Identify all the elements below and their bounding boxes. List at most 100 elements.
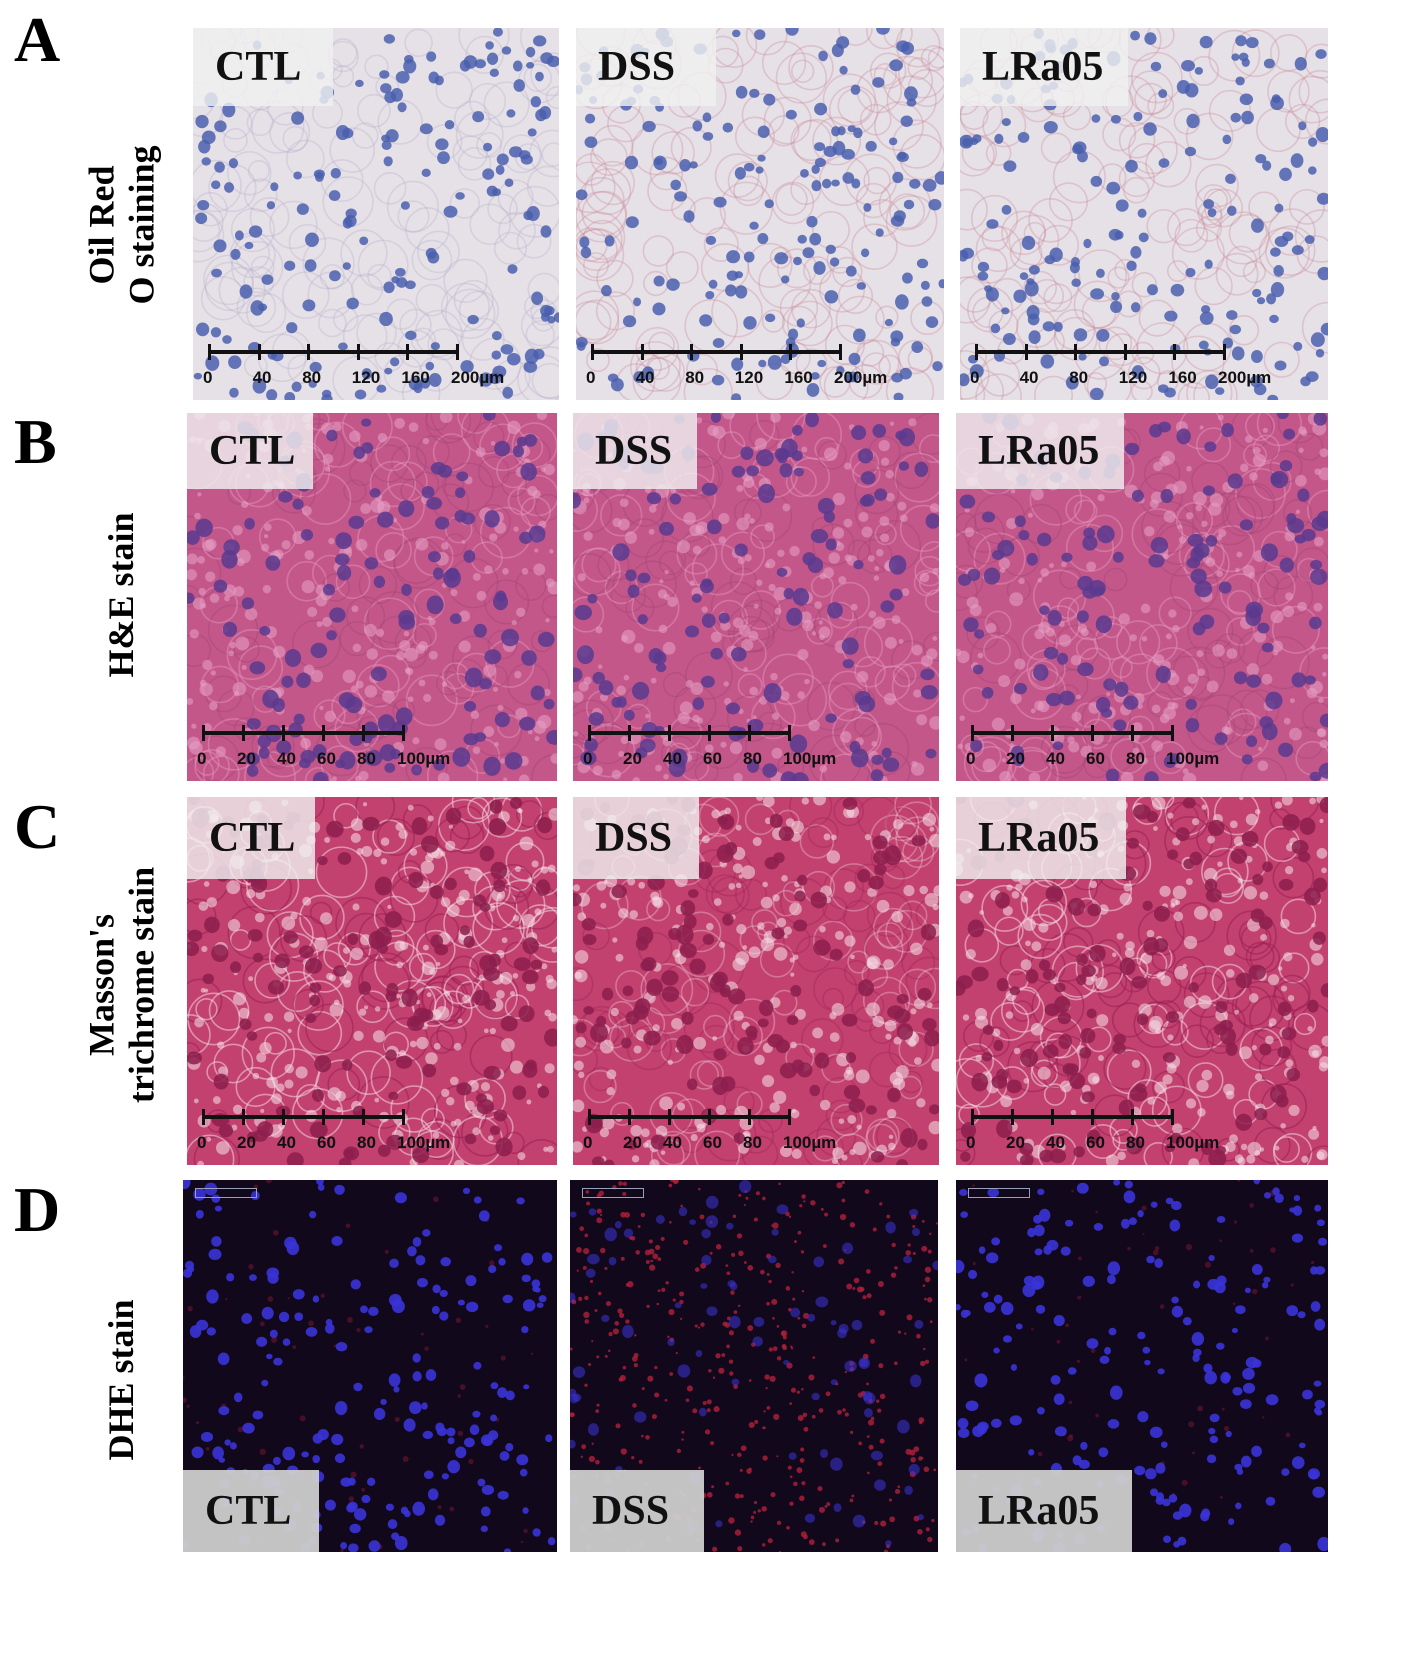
- scale-bar-line: [592, 350, 840, 354]
- scale-bar-tick-label: 0: [197, 749, 207, 768]
- scale-bar-tick: [307, 344, 311, 360]
- scale-bar-tick-label: 60: [317, 1133, 336, 1152]
- scale-bar-tick: [668, 1109, 671, 1125]
- scale-bar-line: [203, 1115, 403, 1119]
- scale-bar-line: [209, 350, 457, 354]
- scale-bar-line: [972, 731, 1172, 735]
- scale-bar-tick: [1171, 725, 1174, 741]
- scale-bar-tick-label: 20: [237, 749, 256, 768]
- row-label-c-text: Masson's trichrome stain: [81, 866, 161, 1104]
- scale-bar-tick-label: 200µm: [451, 368, 505, 387]
- scale-bar-line: [203, 731, 403, 735]
- scale-bar-tick: [1074, 344, 1078, 360]
- scale-bar-tick: [591, 344, 594, 360]
- scale-bar: 0 20 40 60 80 100µm: [583, 1109, 836, 1155]
- scale-bar-tick-label: 80: [302, 368, 322, 387]
- scale-bar-tick: [1051, 1109, 1054, 1125]
- scale-bar-tick: [356, 344, 360, 360]
- scale-bar-tick: [1131, 725, 1134, 741]
- fluorescence-scale-marker: [195, 1188, 257, 1198]
- scale-bar-tick-label: 40: [1019, 368, 1039, 387]
- scale-bar-tick-label: 0: [197, 1133, 207, 1152]
- scale-bar-tick-label: 0: [586, 368, 596, 387]
- scale-bar-tick-label: 20: [623, 749, 642, 768]
- scale-bar-tick: [1173, 344, 1177, 360]
- condition-label: CTL: [193, 28, 333, 106]
- scale-bar-tick-label: 40: [663, 1133, 682, 1152]
- scale-bar-line: [976, 350, 1224, 354]
- micrograph-b-ctl: CTL 0 20 40 60 80 100µm: [187, 413, 557, 781]
- row-label-a-line-2: O staining: [121, 145, 161, 305]
- scale-bar: 0 20 40 60 80 100µm: [197, 725, 450, 771]
- scale-bar-tick: [456, 344, 459, 360]
- scale-bar-tick: [322, 725, 325, 741]
- scale-bar-tick-label: 100µm: [397, 1133, 451, 1152]
- scale-bar-tick: [788, 725, 791, 741]
- scale-bar-tick: [1123, 344, 1127, 360]
- tissue-texture: [187, 413, 557, 781]
- scale-bar-tick: [362, 1109, 365, 1125]
- condition-label: DSS: [573, 413, 697, 489]
- scale-bar-tick-label: 160: [1168, 368, 1197, 387]
- scale-bar-tick-label: 0: [966, 749, 976, 768]
- scale-bar-tick-label: 60: [317, 749, 336, 768]
- scale-bar-tick-label: 160: [784, 368, 813, 387]
- scale-bar-tick: [257, 344, 261, 360]
- scale-bar-tick-label: 100µm: [783, 1133, 837, 1152]
- row-label-d-line-1: DHE stain: [101, 1299, 142, 1461]
- row-label-c-line-2: trichrome stain: [121, 866, 161, 1104]
- scale-bar: 0 20 40 60 80 100µm: [966, 725, 1219, 771]
- scale-bar-tick-label: 200µm: [834, 368, 888, 387]
- scale-bar-tick: [971, 1109, 974, 1125]
- panel-letter-d: D: [14, 1174, 61, 1245]
- scale-bar-tick-label: 40: [1046, 1133, 1065, 1152]
- scale-bar-tick: [748, 725, 751, 741]
- micrograph-c-ctl: CTL 0 20 40 60 80 100µm: [187, 797, 557, 1165]
- scale-bar-tick-label: 120: [351, 368, 381, 387]
- scale-bar-tick: [402, 725, 405, 741]
- scale-bar-tick: [789, 344, 793, 360]
- scale-bar-tick-label: 80: [1069, 368, 1089, 387]
- scale-bar-tick-label: 80: [1126, 749, 1145, 768]
- scale-bar: 0 20 40 60 80 100µm: [966, 1109, 1219, 1155]
- scale-bar-tick-label: 40: [277, 749, 296, 768]
- scale-bar-tick: [406, 344, 410, 360]
- scale-bar-tick: [839, 344, 842, 360]
- scale-bar-tick: [1091, 1109, 1094, 1125]
- scale-bar-tick-label: 60: [703, 749, 722, 768]
- scale-bar-tick: [242, 725, 245, 741]
- scale-bar-tick-label: 120: [734, 368, 764, 387]
- micrograph-a-dss: DSS 0 40 80 120 160 200µm: [576, 28, 944, 400]
- scale-bar-tick-label: 100µm: [397, 749, 451, 768]
- micrograph-a-lra05: LRa05 0 40 80 120 160 200µm: [960, 28, 1328, 400]
- scale-bar-tick-label: 20: [237, 1133, 256, 1152]
- condition-label: CTL: [187, 413, 313, 489]
- scale-bar-tick: [628, 725, 631, 741]
- scale-bar-tick: [748, 1109, 751, 1125]
- condition-label: DSS: [576, 28, 716, 106]
- scale-bar-tick: [202, 1109, 205, 1125]
- scale-bar-tick: [1171, 1109, 1174, 1125]
- micrograph-a-ctl: CTL 0 40 80 120 160 200µm: [193, 28, 559, 400]
- scale-bar-tick: [1024, 344, 1028, 360]
- scale-bar-tick: [208, 344, 211, 360]
- scale-bar-tick: [640, 344, 644, 360]
- condition-label: LRa05: [956, 413, 1124, 489]
- scale-bar-tick-label: 200µm: [1218, 368, 1272, 387]
- micrograph-d-ctl: CTL: [183, 1180, 557, 1552]
- scale-bar-tick-label: 0: [583, 749, 593, 768]
- scale-bar-tick-label: 100µm: [1166, 1133, 1220, 1152]
- scale-bar-tick-label: 100µm: [783, 749, 837, 768]
- scale-bar: 0 40 80 120 160 200µm: [586, 344, 887, 390]
- condition-label: CTL: [183, 1470, 319, 1552]
- scale-bar-tick-label: 60: [703, 1133, 722, 1152]
- scale-bar-tick: [322, 1109, 325, 1125]
- scale-bar-tick: [788, 1109, 791, 1125]
- scale-bar-tick-label: 0: [583, 1133, 593, 1152]
- micrograph-b-dss: DSS 0 20 40 60 80 100µm: [573, 413, 939, 781]
- scale-bar-line: [589, 731, 789, 735]
- scale-bar-tick: [242, 1109, 245, 1125]
- scale-bar-tick-label: 80: [743, 749, 762, 768]
- scale-bar-tick-label: 80: [685, 368, 705, 387]
- row-label-a-line-1: Oil Red: [81, 165, 122, 285]
